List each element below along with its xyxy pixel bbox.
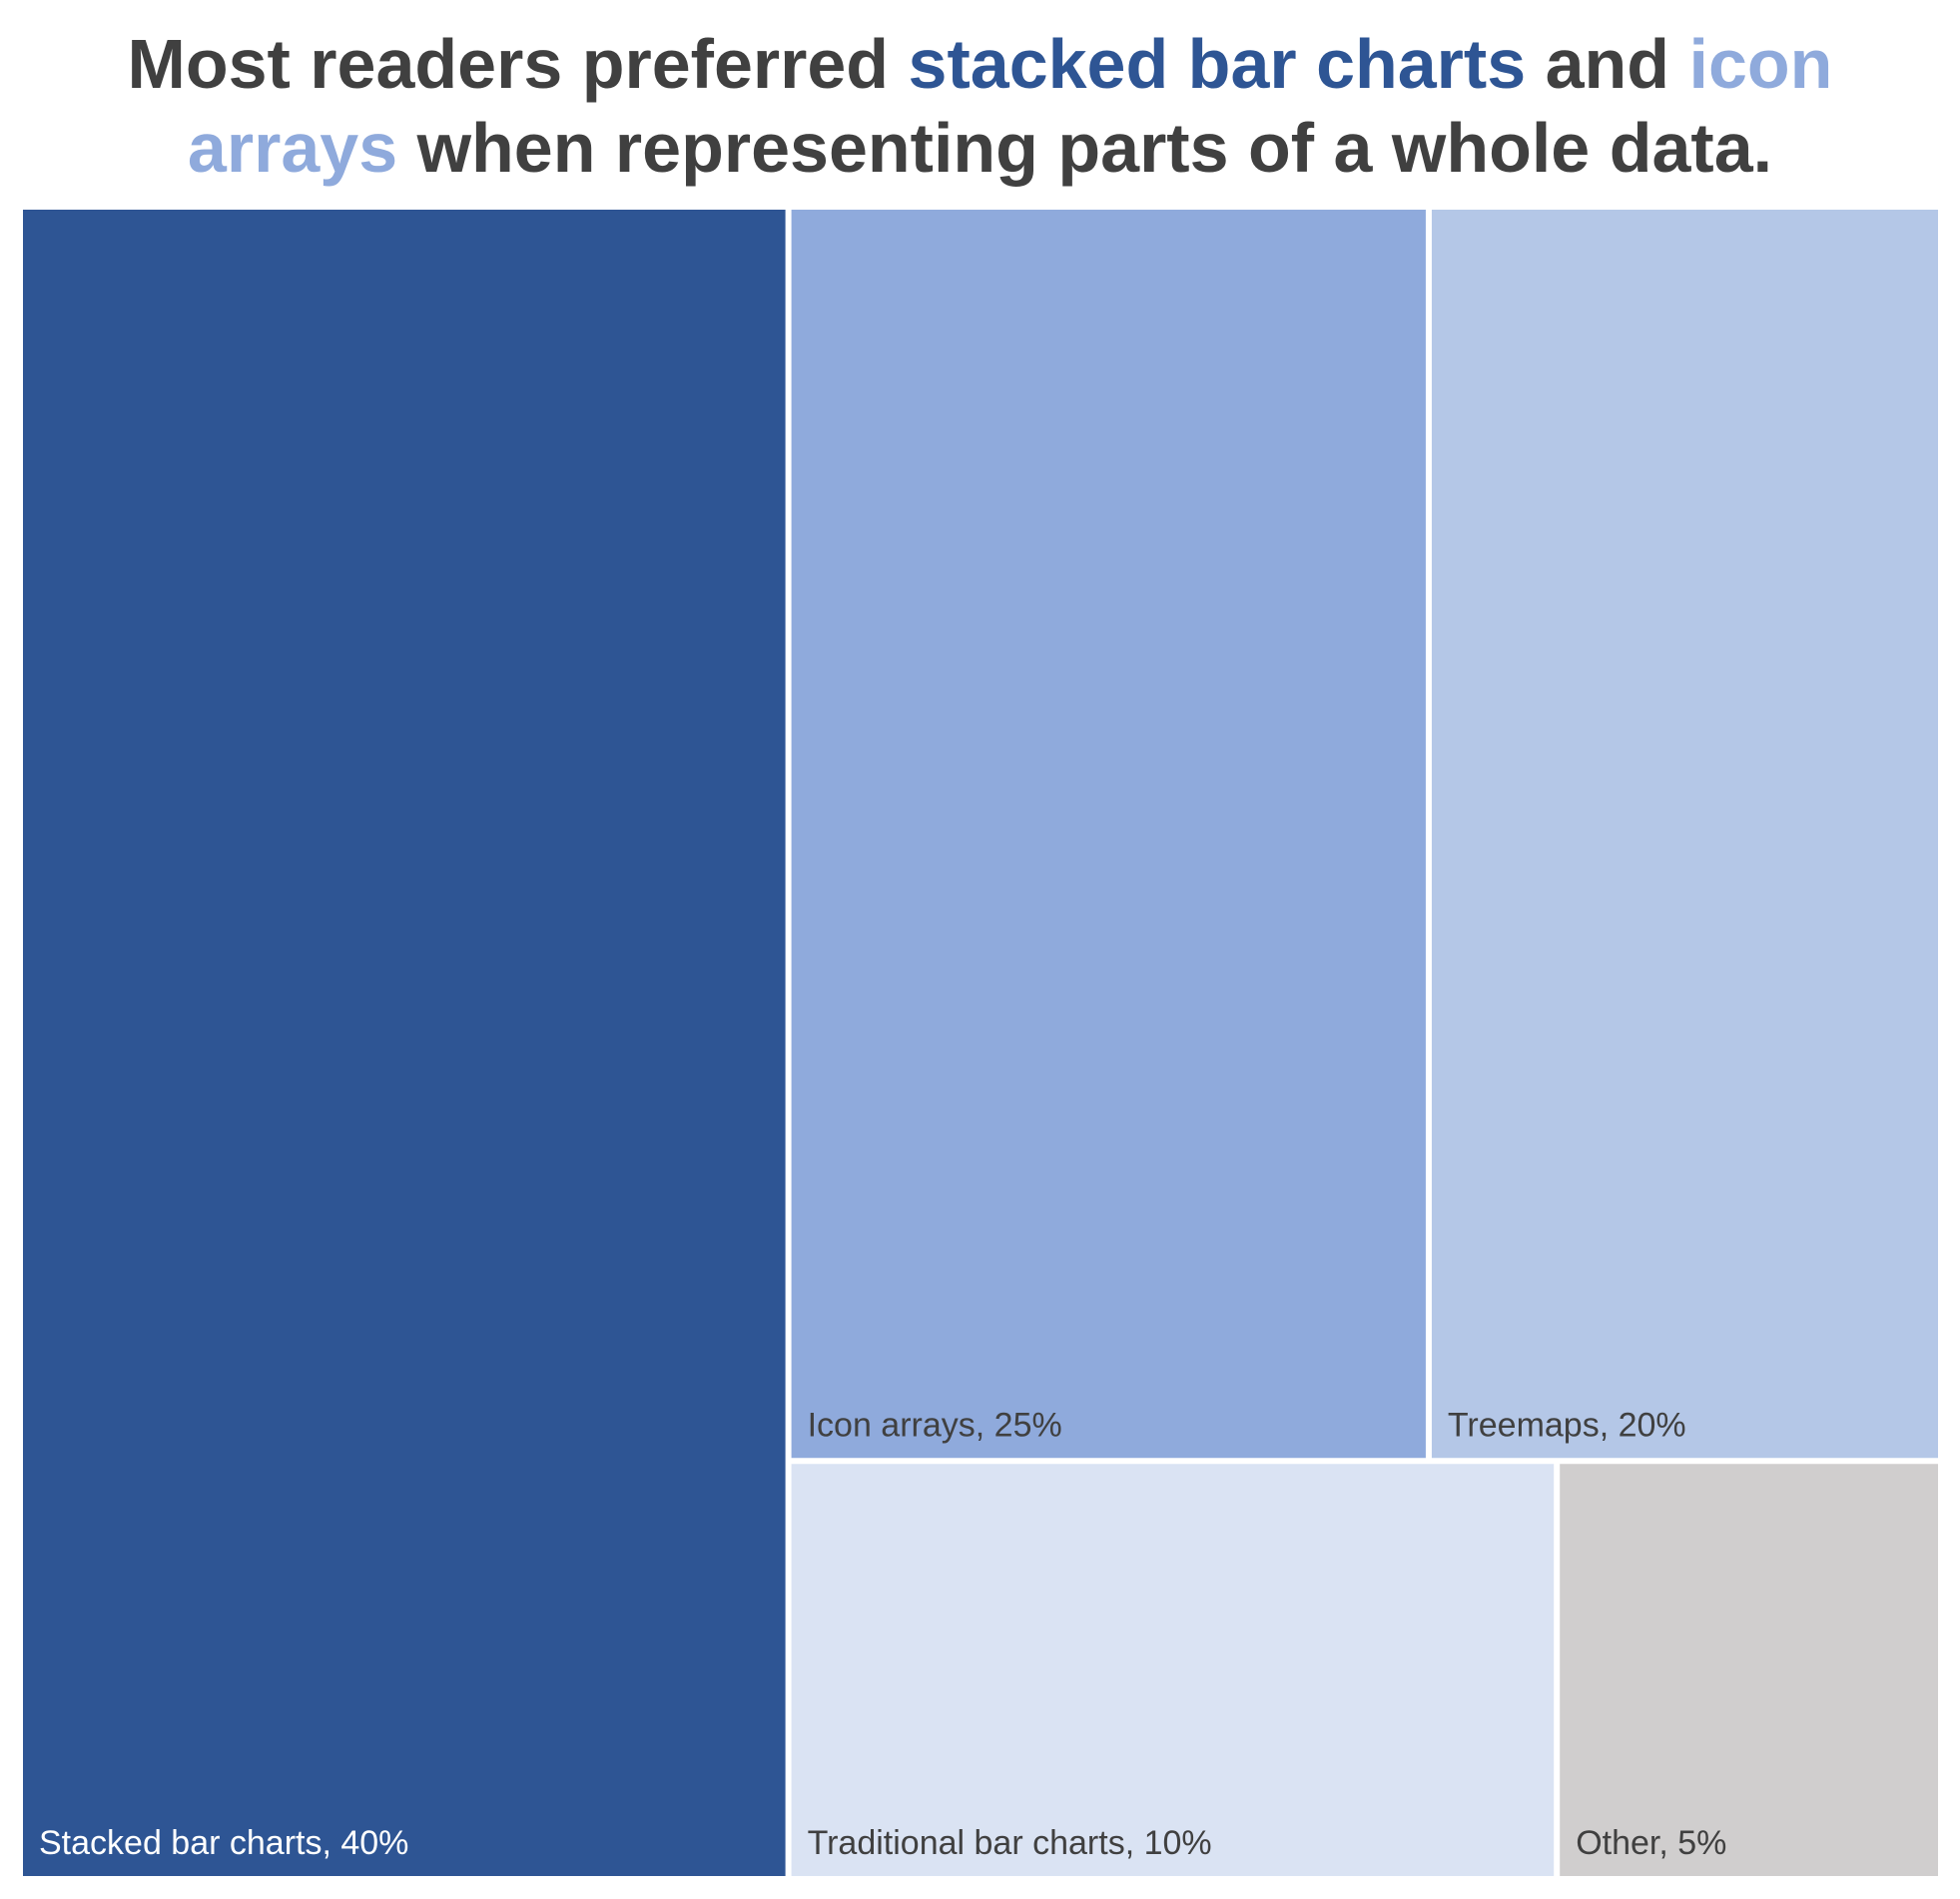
tile-rect-other xyxy=(1560,1464,1938,1876)
tile-stacked-bar-charts: Stacked bar charts, 40% xyxy=(23,210,786,1876)
tile-rect-traditional-bar-charts xyxy=(791,1464,1555,1876)
title-part1: Most readers preferred xyxy=(127,25,909,103)
tile-rect-stacked-bar-charts xyxy=(23,210,786,1876)
chart-title: Most readers preferred stacked bar chart… xyxy=(0,22,1960,190)
tile-label-other: Other, 5% xyxy=(1576,1824,1726,1862)
title-part3: when representing parts of a whole data. xyxy=(397,109,1773,187)
tile-label-treemaps: Treemaps, 20% xyxy=(1448,1406,1686,1444)
tile-rect-treemaps xyxy=(1431,210,1938,1459)
tile-label-stacked-bar-charts: Stacked bar charts, 40% xyxy=(39,1824,408,1862)
tile-traditional-bar-charts: Traditional bar charts, 10% xyxy=(791,1464,1555,1876)
title-highlight-arrays: arrays xyxy=(187,109,398,187)
tile-icon-arrays: Icon arrays, 25% xyxy=(791,210,1426,1459)
tile-label-traditional-bar-charts: Traditional bar charts, 10% xyxy=(808,1824,1212,1862)
title-part2: and xyxy=(1526,25,1689,103)
title-highlight-stacked-bar-charts: stacked bar charts xyxy=(908,25,1527,103)
tile-other: Other, 5% xyxy=(1560,1464,1938,1876)
tile-treemaps: Treemaps, 20% xyxy=(1431,210,1938,1459)
tile-rect-icon-arrays xyxy=(791,210,1426,1459)
tile-label-icon-arrays: Icon arrays, 25% xyxy=(808,1406,1062,1444)
title-highlight-icon: icon xyxy=(1688,25,1833,103)
